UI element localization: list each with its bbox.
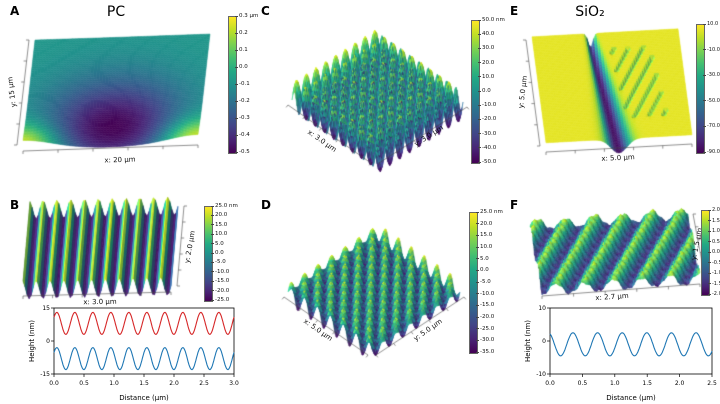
colorbar-tick-labels-e: 10.0 nm-10.0-30.0-50.0-70.0-90.0 <box>696 21 720 155</box>
panel-letter-c: C <box>261 4 270 18</box>
colorbar-b: 25.0 nm 20.0 15.0 10.0 5.0 0.0 -5.0 -10.0 -15.0-… <box>204 203 238 303</box>
svg-text:1.0: 1.0 <box>610 380 620 387</box>
svg-text:Distance (µm): Distance (µm) <box>606 394 656 402</box>
svg-text:1.5: 1.5 <box>139 380 149 387</box>
panel-letter-e: E <box>510 4 519 18</box>
colorbar-gradient-b <box>204 206 213 302</box>
colorbar-e: 10.0 nm-10.0-30.0-50.0-70.0-90.0 <box>696 21 720 155</box>
panel-letter-d: D <box>261 198 271 212</box>
svg-text:0.5: 0.5 <box>578 380 588 387</box>
svg-text:Distance (µm): Distance (µm) <box>119 394 169 402</box>
colorbar-tick-labels-f: 2.0 nm1.51.00.50.0-0.5-1.0-1.5-2.0 <box>701 207 720 297</box>
svg-text:0.5: 0.5 <box>79 380 89 387</box>
colorbar-tick-labels-a: 0.3 µm 0.2 0.1 0.0 -0.1 -0.2 -0.3 -0.4 -0.5 <box>228 13 262 155</box>
height-profile-plot-f: 0.0 0.5 1.0 1.5 2.0 2.5 10 0 -10 Distance (µm) Hei… <box>524 305 717 402</box>
svg-text:-10: -10 <box>536 371 546 378</box>
svg-text:3.0: 3.0 <box>229 380 239 387</box>
panel-letter-f: F <box>510 198 519 212</box>
svg-text:-15: -15 <box>40 371 50 378</box>
panel-letter-b: B <box>10 198 20 212</box>
colorbar-a: 0.3 µm 0.2 0.1 0.0 -0.1 -0.2 -0.3 -0.4 -0.5 <box>228 13 262 155</box>
svg-text:2.0: 2.0 <box>675 380 685 387</box>
svg-text:2.5: 2.5 <box>707 380 717 387</box>
svg-text:Height (nm): Height (nm) <box>28 320 36 362</box>
height-profile-plot-b: 0.0 0.5 1.0 1.5 2.0 2.5 3.0 15 0 -15 Distance (µm)… <box>28 305 239 402</box>
colorbar-d: 25.0 nm 20.0 15.0 10.0 5.0 0.0 -5.0 -10.0 -15.0-… <box>469 209 503 355</box>
colorbar-gradient-e <box>696 24 705 154</box>
svg-text:0.0: 0.0 <box>49 380 59 387</box>
colorbar-tick-labels-b: 25.0 nm 20.0 15.0 10.0 5.0 0.0 -5.0 -10.0 -15.0-… <box>204 203 238 303</box>
svg-text:0: 0 <box>46 338 50 345</box>
svg-text:10: 10 <box>538 305 546 312</box>
colorbar-gradient-c <box>471 20 480 164</box>
colorbar-gradient-f <box>701 210 710 296</box>
panel-letter-a: A <box>10 4 20 18</box>
colorbar-gradient-a <box>228 16 237 154</box>
colorbar-tick-labels-d: 25.0 nm 20.0 15.0 10.0 5.0 0.0 -5.0 -10.0 -15.0-… <box>469 209 503 355</box>
svg-text:0.0: 0.0 <box>545 380 555 387</box>
svg-text:1.0: 1.0 <box>109 380 119 387</box>
svg-text:1.5: 1.5 <box>642 380 652 387</box>
colorbar-f: 2.0 nm1.51.00.50.0-0.5-1.0-1.5-2.0 <box>701 207 720 297</box>
colorbar-c: 50.0 nm 40.0 30.0 20.0 10.0 0.0 -10.0 -20.0 -30.… <box>471 17 505 165</box>
panel-title-pc: PC <box>106 4 126 20</box>
colorbar-tick-labels-c: 50.0 nm 40.0 30.0 20.0 10.0 0.0 -10.0 -20.0 -30.… <box>471 17 505 165</box>
svg-text:Height (nm): Height (nm) <box>524 320 532 362</box>
panel-title-sio2: SiO₂ <box>575 4 605 20</box>
svg-text:2.0: 2.0 <box>169 380 179 387</box>
svg-text:2.5: 2.5 <box>199 380 209 387</box>
svg-text:15: 15 <box>42 305 50 312</box>
colorbar-gradient-d <box>469 212 478 354</box>
svg-text:0: 0 <box>542 338 546 345</box>
